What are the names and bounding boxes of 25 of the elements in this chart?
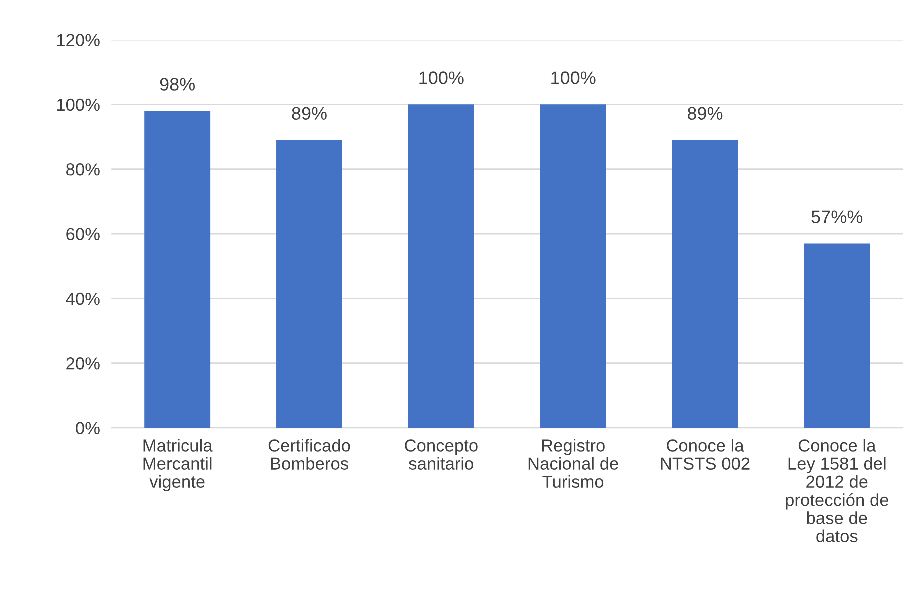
bar [540,104,606,428]
bar [672,140,738,428]
y-tick-label: 20% [66,358,100,370]
data-label: 100% [552,72,596,84]
y-tick-label: 60% [66,228,100,240]
x-tick-label: Matricula Mercantil vigente [144,439,213,492]
bar [804,244,870,428]
x-tick-label: Conoce la Ley 1581 del 2012 de protección de base de datos [786,439,888,542]
y-tick-label: 80% [66,164,100,176]
bar [144,111,211,428]
data-label: 89% [292,107,327,120]
x-tick-label: Concepto sanitario [405,440,478,470]
bar [408,104,474,428]
y-tick-label: 120% [57,34,100,46]
y-tick-label: 0% [76,422,100,435]
data-label: 89% [688,107,723,120]
y-tick-label: 40% [66,292,100,306]
data-label: 98% [160,78,196,91]
x-tick-label: Registro Nacional de Turismo [528,439,618,488]
x-tick-label: Conoce la NTSTS 002 [661,439,750,470]
bar [276,140,342,428]
data-label: 100% [420,72,464,84]
x-tick-label: Certificado Bomberos [268,439,350,470]
y-tick-label: 100% [57,98,100,112]
data-label: 57%% [812,210,863,224]
